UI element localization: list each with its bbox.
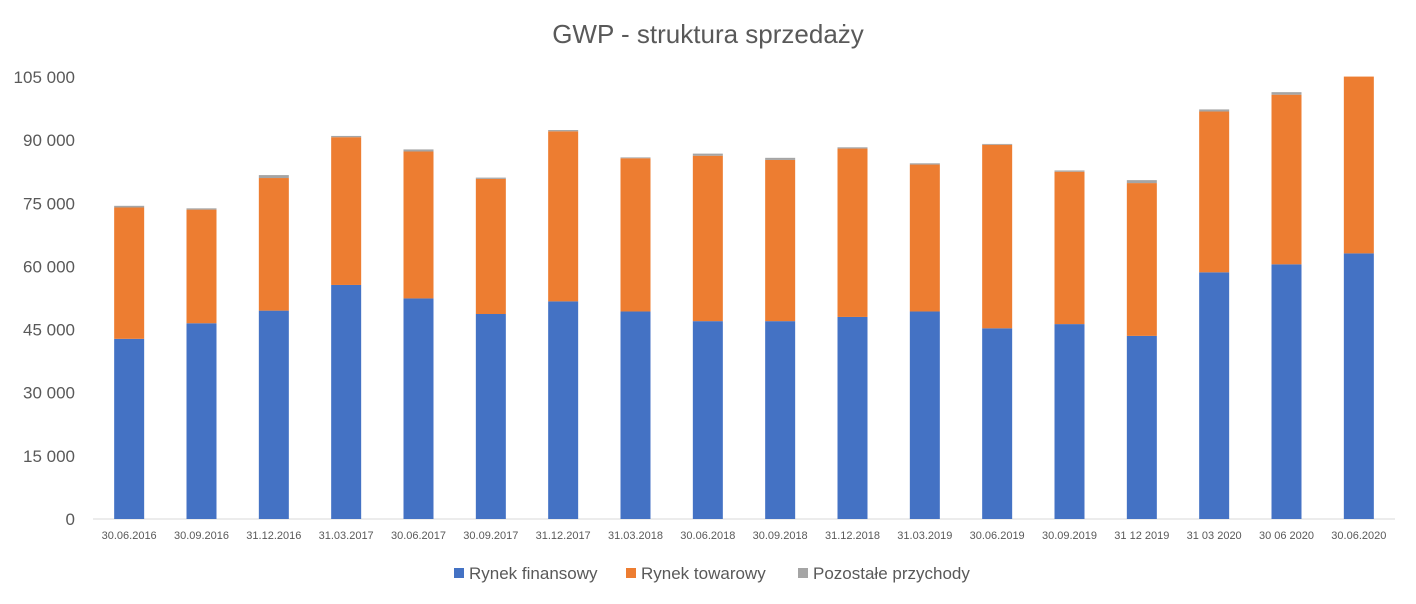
bar-segment bbox=[1199, 109, 1230, 112]
bar-segment bbox=[331, 284, 362, 519]
legend: Rynek finansowy Rynek towarowy Pozostałe p… bbox=[454, 564, 970, 583]
bar-segment bbox=[765, 157, 796, 160]
bar-segment bbox=[909, 164, 940, 312]
y-tick-label: 15 000 bbox=[23, 447, 75, 466]
x-tick-label: 31.03.2017 bbox=[319, 530, 374, 542]
bar-segment bbox=[837, 147, 868, 149]
bar-segment bbox=[1271, 264, 1302, 519]
bar-segment bbox=[909, 311, 940, 519]
bar-segment bbox=[1199, 111, 1230, 273]
legend-label: Rynek towarowy bbox=[641, 564, 766, 583]
legend-swatch bbox=[626, 568, 636, 578]
bar-segment bbox=[620, 311, 651, 519]
bar-segment bbox=[186, 323, 217, 519]
x-tick-label: 30.09.2016 bbox=[174, 530, 229, 542]
y-axis: 0 15 000 30 000 45 000 60 000 75 000 90 000 105… bbox=[14, 68, 75, 529]
bar-segment bbox=[982, 144, 1013, 329]
bar-segment bbox=[1271, 92, 1302, 95]
bar-segment bbox=[548, 131, 579, 302]
y-tick-label: 75 000 bbox=[23, 194, 75, 213]
y-tick-label: 90 000 bbox=[23, 131, 75, 150]
bar-segment bbox=[114, 207, 145, 339]
bar-segment bbox=[1126, 183, 1157, 336]
x-tick-label: 30.09.2017 bbox=[463, 530, 518, 542]
bar-segment bbox=[186, 209, 217, 324]
legend-label: Pozostałe przychody bbox=[813, 564, 970, 583]
x-tick-label: 31.12.2016 bbox=[246, 530, 301, 542]
bar-segment bbox=[692, 153, 723, 156]
x-tick-label: 30.06.2018 bbox=[680, 530, 735, 542]
bar-segment bbox=[1126, 335, 1157, 519]
x-tick-label: 31 12 2019 bbox=[1114, 530, 1169, 542]
chart-title: GWP - struktura sprzedaży bbox=[552, 19, 864, 49]
x-tick-label: 31.12.2018 bbox=[825, 530, 880, 542]
bar-segment bbox=[692, 155, 723, 322]
x-tick-label: 30.06.2016 bbox=[102, 530, 157, 542]
bar-segment bbox=[331, 137, 362, 285]
bar-segment bbox=[837, 148, 868, 317]
x-tick-label: 30.09.2019 bbox=[1042, 530, 1097, 542]
legend-swatch bbox=[454, 568, 464, 578]
x-tick-label: 30 06 2020 bbox=[1259, 530, 1314, 542]
bar-segment bbox=[1126, 180, 1157, 184]
x-tick-label: 31.03.2019 bbox=[897, 530, 952, 542]
bar-segment bbox=[837, 316, 868, 519]
legend-swatch bbox=[798, 568, 808, 578]
x-tick-label: 30.09.2018 bbox=[753, 530, 808, 542]
bar-segment bbox=[982, 328, 1013, 519]
x-tick-label: 30.06.2017 bbox=[391, 530, 446, 542]
bar-segment bbox=[475, 313, 506, 519]
bar-segment bbox=[548, 301, 579, 519]
x-tick-label: 30.06.2020 bbox=[1331, 530, 1386, 542]
x-tick-label: 31.03.2018 bbox=[608, 530, 663, 542]
bar-segment bbox=[258, 175, 289, 179]
legend-label: Rynek finansowy bbox=[469, 564, 598, 583]
bar-segment bbox=[765, 321, 796, 519]
bar-segment bbox=[114, 205, 145, 208]
y-tick-label: 0 bbox=[66, 510, 75, 529]
y-tick-label: 45 000 bbox=[23, 321, 75, 340]
bar-segment bbox=[331, 135, 362, 138]
bar-segment bbox=[765, 159, 796, 322]
bar-segment bbox=[620, 157, 651, 159]
bar-segment bbox=[909, 163, 940, 165]
bar-segment bbox=[1054, 324, 1085, 519]
bar-segment bbox=[258, 310, 289, 519]
bar-segment bbox=[1054, 171, 1085, 325]
x-axis: 30.06.2016 30.09.2016 31.12.2016 31.03.2017… bbox=[102, 530, 1387, 542]
x-tick-label: 31.12.2017 bbox=[536, 530, 591, 542]
bar-segment bbox=[692, 321, 723, 519]
bar-segment bbox=[1343, 76, 1374, 254]
bar-segment bbox=[403, 149, 434, 152]
y-tick-label: 60 000 bbox=[23, 257, 75, 276]
bar-segment bbox=[475, 178, 506, 314]
bar-segment bbox=[620, 158, 651, 312]
x-tick-label: 31 03 2020 bbox=[1187, 530, 1242, 542]
bar-segment bbox=[982, 143, 1013, 145]
bar-segment bbox=[475, 177, 506, 179]
bar-segment bbox=[1199, 272, 1230, 519]
bar-segment bbox=[258, 178, 289, 311]
bar-segment bbox=[403, 151, 434, 299]
y-tick-label: 105 000 bbox=[14, 68, 75, 87]
bar-segment bbox=[403, 298, 434, 519]
bar-segment bbox=[186, 208, 217, 210]
bar-segment bbox=[114, 338, 145, 519]
bar-segment bbox=[1054, 170, 1085, 172]
x-tick-label: 30.06.2019 bbox=[970, 530, 1025, 542]
bar-segment bbox=[1343, 253, 1374, 520]
bars bbox=[114, 76, 1374, 520]
bar-segment bbox=[1271, 94, 1302, 265]
y-tick-label: 30 000 bbox=[23, 384, 75, 403]
bar-segment bbox=[548, 130, 579, 132]
